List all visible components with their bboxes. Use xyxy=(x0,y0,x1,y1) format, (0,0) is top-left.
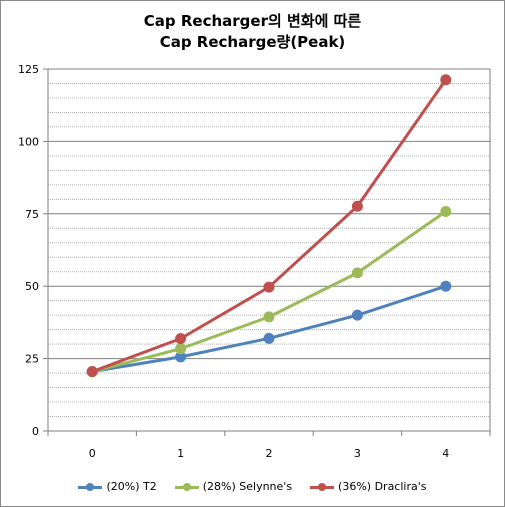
series-2-point xyxy=(440,205,452,217)
series-3-point xyxy=(175,333,187,345)
legend-swatch xyxy=(174,482,199,492)
chart-title-line-2: Cap Recharge량(Peak) xyxy=(159,33,346,51)
series-1-point xyxy=(440,280,452,292)
series-3-point xyxy=(86,366,98,378)
series-1-point xyxy=(263,332,275,344)
y-tick-label: 100 xyxy=(18,135,39,148)
plot-area-border xyxy=(47,68,491,432)
series-1-point xyxy=(351,309,363,321)
legend-item-1: (20%) T2 xyxy=(78,480,157,493)
legend-label: (28%) Selynne's xyxy=(202,480,293,493)
x-tick-label: 4 xyxy=(442,447,449,460)
legend-label: (36%) Draclira's xyxy=(338,480,427,493)
chart-title-line-1: Cap Recharger의 변화에 따른 xyxy=(143,12,362,30)
x-tick-label: 1 xyxy=(177,447,184,460)
legend-item-2: (28%) Selynne's xyxy=(174,480,293,493)
legend-swatch xyxy=(310,482,335,492)
series-3-point xyxy=(351,200,363,212)
x-tick-label: 2 xyxy=(266,447,273,460)
legend-label: (20%) T2 xyxy=(106,480,157,493)
series-3-point xyxy=(263,281,275,293)
y-tick-label: 50 xyxy=(25,280,39,293)
x-tick-label: 0 xyxy=(89,447,96,460)
series-line-3 xyxy=(90,78,448,374)
y-tick-label: 0 xyxy=(32,425,39,438)
legend-item-3: (36%) Draclira's xyxy=(310,480,427,493)
series-3-point xyxy=(440,74,452,86)
y-tick-label: 125 xyxy=(18,63,39,76)
chart-title: Cap Recharger의 변화에 따른 Cap Recharge량(Peak… xyxy=(1,11,504,53)
series-2-point xyxy=(263,311,275,323)
legend-swatch xyxy=(78,482,103,492)
series-2-point xyxy=(351,267,363,279)
series-2-point xyxy=(175,343,187,355)
y-tick-label: 75 xyxy=(25,208,39,221)
x-tick-label: 3 xyxy=(354,447,361,460)
chart-legend: (20%) T2 (28%) Selynne's (36%) Draclira's xyxy=(1,480,504,493)
y-tick-label: 25 xyxy=(25,353,39,366)
